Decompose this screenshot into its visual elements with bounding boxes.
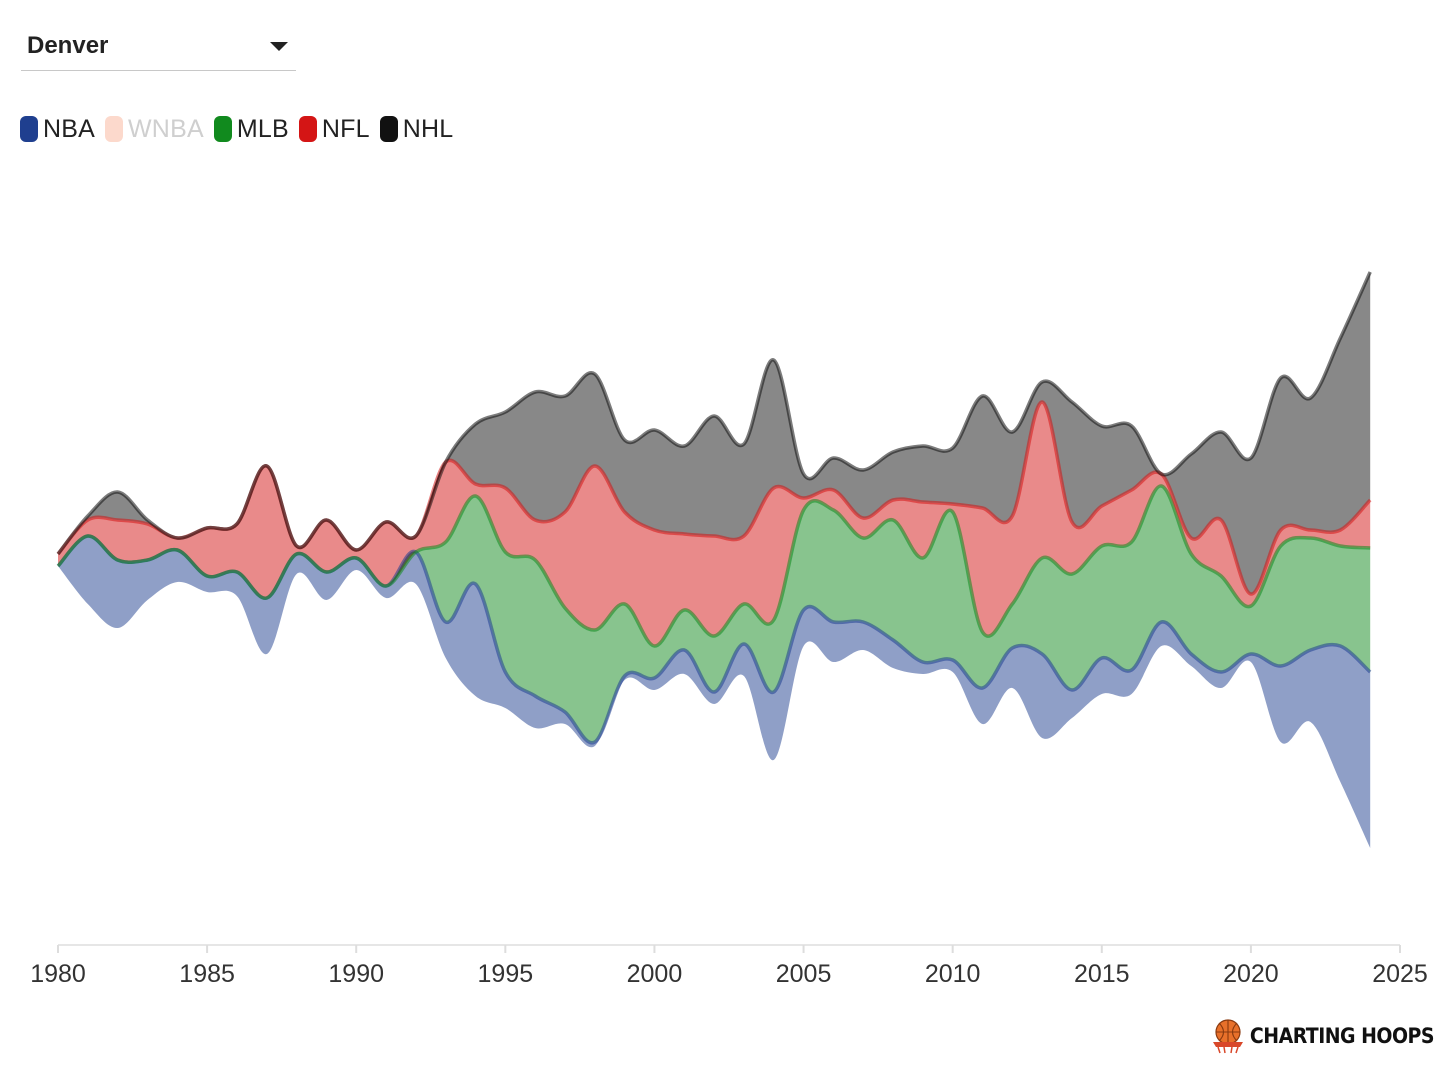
line-nhl [56, 271, 1372, 556]
legend-label: MLB [236, 114, 289, 143]
x-tick-label: 1990 [328, 960, 384, 988]
legend-swatch [105, 116, 124, 142]
chevron-down-icon [270, 42, 288, 51]
x-tick-label: 1980 [30, 960, 86, 988]
x-tick-label: 2000 [627, 960, 683, 988]
legend-swatch [20, 116, 38, 142]
brand-logo: CHARTING HOOPS [1210, 1018, 1435, 1054]
x-tick-label: 1995 [478, 960, 534, 988]
legend-item-nfl[interactable]: NFL [298, 114, 370, 144]
x-tick-label: 2020 [1223, 960, 1279, 988]
legend-label: NFL [321, 114, 370, 143]
legend-item-mlb[interactable]: MLB [213, 114, 289, 144]
legend-swatch [213, 116, 232, 142]
city-select[interactable]: Denver [21, 22, 296, 71]
x-tick-label: 2005 [776, 960, 832, 988]
series-areas [56, 271, 1372, 848]
legend-item-nba[interactable]: NBA [20, 115, 95, 144]
brand-text: CHARTING HOOPS [1249, 1024, 1435, 1048]
area-nba[interactable] [58, 535, 1371, 848]
legend-item-nhl[interactable]: NHL [379, 114, 454, 144]
x-tick-label: 2010 [925, 960, 981, 988]
x-tick-label: 1985 [179, 960, 235, 988]
x-axis: 1980 1985 1990 1995 2000 2005 2010 2015 2020 2025 [30, 944, 1428, 988]
x-tick-label: 2015 [1074, 960, 1130, 988]
line-mlb [56, 484, 1371, 648]
legend-label: NBA [43, 114, 96, 143]
legend-label: WNBA [128, 114, 204, 143]
legend-swatch [298, 116, 317, 142]
legend-item-wnba[interactable]: WNBA [105, 115, 204, 144]
city-select-value: Denver [27, 32, 109, 59]
legend: NBA WNBA MLB NFL NHL [20, 112, 463, 146]
legend-label: NHL [402, 114, 454, 143]
x-tick-label: 2025 [1372, 960, 1428, 988]
legend-swatch [379, 116, 398, 142]
basketball-icon [1212, 1019, 1243, 1054]
area-nhl[interactable] [58, 272, 1371, 595]
